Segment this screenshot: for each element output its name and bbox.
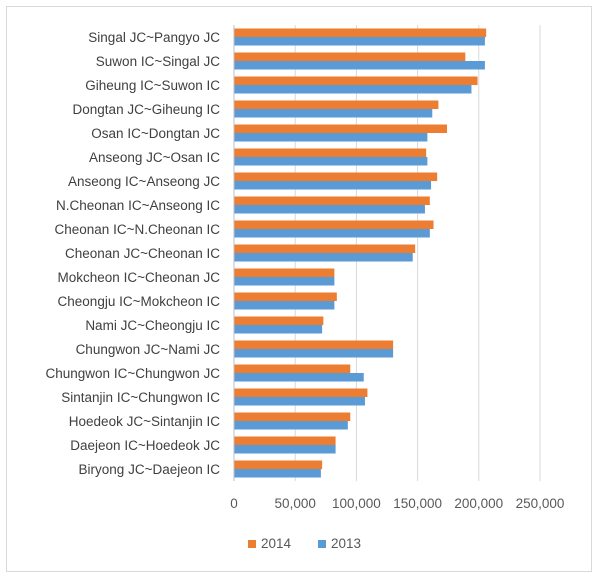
x-tick-label: 100,000 <box>332 496 381 511</box>
bar-2014 <box>234 340 394 349</box>
bar-2013 <box>234 205 425 214</box>
bar-2014 <box>234 316 324 325</box>
legend-swatch-2013 <box>318 540 326 548</box>
category-label: Cheongju IC~Mokcheon IC <box>58 294 221 309</box>
category-label: Nami JC~Cheongju IC <box>85 318 220 333</box>
bar-2013 <box>234 277 335 286</box>
bar-2014 <box>234 52 466 61</box>
bar-2014 <box>234 460 323 469</box>
category-label: Hoedeok JC~Sintanjin IC <box>69 414 220 429</box>
bar-2013 <box>234 109 433 118</box>
category-label: Anseong IC~Anseong JC <box>68 174 220 189</box>
bar-2013 <box>234 301 335 310</box>
bar-2013 <box>234 421 348 430</box>
category-label: Singal JC~Pangyo JC <box>88 30 220 45</box>
x-tick-label: 150,000 <box>393 496 442 511</box>
bar-2013 <box>234 349 394 358</box>
legend-label-2013: 2013 <box>331 536 361 551</box>
bar-2014 <box>234 76 478 85</box>
bar-2013 <box>234 37 485 46</box>
bar-2014 <box>234 412 351 421</box>
x-tick-label: 200,000 <box>454 496 503 511</box>
category-label: Biryong JC~Daejeon IC <box>79 462 221 477</box>
category-label: Osan IC~Dongtan JC <box>91 126 220 141</box>
x-tick-label: 50,000 <box>275 496 316 511</box>
category-label: Giheung IC~Suwon IC <box>85 78 220 93</box>
bar-2014 <box>234 148 427 157</box>
category-label: N.Cheonan IC~Anseong IC <box>56 198 220 213</box>
bar-2014 <box>234 124 447 133</box>
bar-2014 <box>234 268 335 277</box>
bar-2014 <box>234 292 337 301</box>
category-label: Cheonan IC~N.Cheonan IC <box>55 222 221 237</box>
bar-2013 <box>234 397 365 406</box>
bar-2013 <box>234 445 336 454</box>
bar-2013 <box>234 181 432 190</box>
category-label: Suwon IC~Singal JC <box>96 54 220 69</box>
bar-2014 <box>234 244 416 253</box>
category-label: Cheonan JC~Cheonan IC <box>65 246 220 261</box>
bar-2014 <box>234 220 434 229</box>
bar-2014 <box>234 172 438 181</box>
bar-2014 <box>234 100 439 109</box>
bar-2013 <box>234 157 428 166</box>
bar-2014 <box>234 196 430 205</box>
bar-2013 <box>234 61 485 70</box>
x-tick-label: 0 <box>230 496 238 511</box>
bar-2013 <box>234 253 413 262</box>
category-label: Daejeon IC~Hoedeok JC <box>70 438 220 453</box>
bar-2013 <box>234 325 323 334</box>
bar-2013 <box>234 229 430 238</box>
category-label: Mokcheon IC~Cheonan JC <box>58 270 221 285</box>
category-label: Chungwon IC~Chungwon JC <box>46 366 221 381</box>
bar-2014 <box>234 364 351 373</box>
bar-2014 <box>234 388 368 397</box>
x-tick-label: 250,000 <box>516 496 565 511</box>
bar-2013 <box>234 373 364 382</box>
category-label: Chungwon JC~Nami JC <box>76 342 221 357</box>
category-label: Dongtan JC~Giheung IC <box>73 102 221 117</box>
category-label: Sintanjin IC~Chungwon IC <box>61 390 220 405</box>
legend-swatch-2014 <box>248 540 256 548</box>
chart-frame <box>6 6 592 572</box>
bar-2013 <box>234 85 472 94</box>
bar-2013 <box>234 133 428 142</box>
legend-label-2014: 2014 <box>261 536 292 551</box>
bar-2014 <box>234 436 336 445</box>
bar-2014 <box>234 28 487 37</box>
category-label: Anseong JC~Osan IC <box>89 150 220 165</box>
bar-2013 <box>234 469 321 478</box>
